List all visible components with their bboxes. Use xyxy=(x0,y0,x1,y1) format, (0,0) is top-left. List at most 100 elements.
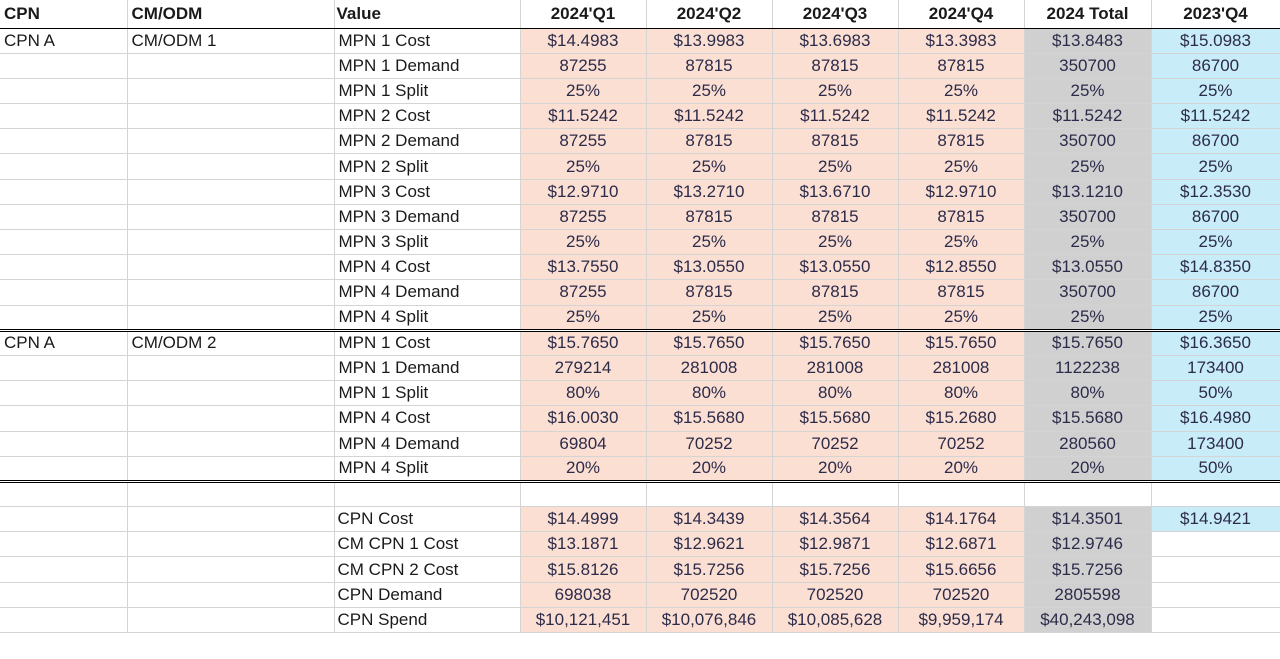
value-label-cell[interactable]: MPN 4 Demand xyxy=(334,431,521,457)
quarter-cell[interactable]: 87815 xyxy=(898,53,1025,79)
quarter-cell[interactable]: 70252 xyxy=(898,431,1025,457)
prev-quarter-cell[interactable]: 86700 xyxy=(1151,279,1280,306)
value-label-cell[interactable]: MPN 3 Demand xyxy=(334,204,521,231)
quarter-cell[interactable]: 80% xyxy=(772,380,899,407)
quarter-cell[interactable]: 70252 xyxy=(646,431,773,457)
quarter-cell[interactable]: 87255 xyxy=(520,279,647,306)
empty-cell[interactable] xyxy=(0,481,128,508)
quarter-cell[interactable]: $15.6656 xyxy=(898,556,1025,583)
prev-quarter-cell[interactable]: 25% xyxy=(1151,229,1280,256)
total-cell[interactable]: 350700 xyxy=(1024,279,1152,306)
empty-cell[interactable] xyxy=(127,582,335,608)
cmodm-cell[interactable] xyxy=(127,254,335,281)
empty-cell[interactable] xyxy=(0,506,128,533)
prev-quarter-cell[interactable]: 50% xyxy=(1151,456,1280,483)
summary-label-cell[interactable]: CM CPN 2 Cost xyxy=(334,556,521,583)
value-label-cell[interactable]: MPN 1 Demand xyxy=(334,53,521,79)
column-header-7[interactable]: 2024 Total xyxy=(1024,0,1152,29)
quarter-cell[interactable]: 25% xyxy=(520,78,647,105)
column-header-2[interactable]: Value xyxy=(334,0,521,29)
column-header-5[interactable]: 2024'Q3 xyxy=(772,0,899,29)
quarter-cell[interactable]: $15.8126 xyxy=(520,556,647,583)
quarter-cell[interactable]: $15.7256 xyxy=(646,556,773,583)
cpn-cell[interactable] xyxy=(0,53,128,79)
cpn-cell[interactable] xyxy=(0,431,128,457)
quarter-cell[interactable]: $13.1871 xyxy=(520,531,647,558)
column-header-4[interactable]: 2024'Q2 xyxy=(646,0,773,29)
column-header-0[interactable]: CPN xyxy=(0,0,128,29)
cmodm-cell[interactable] xyxy=(127,204,335,231)
quarter-cell[interactable]: 25% xyxy=(520,305,647,332)
cpn-cell[interactable] xyxy=(0,279,128,306)
quarter-cell[interactable]: $13.9983 xyxy=(646,28,773,54)
quarter-cell[interactable]: 25% xyxy=(646,78,773,105)
empty-cell[interactable] xyxy=(127,607,335,634)
column-header-6[interactable]: 2024'Q4 xyxy=(898,0,1025,29)
cpn-cell[interactable]: CPN A xyxy=(0,28,128,54)
value-label-cell[interactable]: MPN 4 Cost xyxy=(334,405,521,432)
quarter-cell[interactable]: $15.5680 xyxy=(646,405,773,432)
quarter-cell[interactable]: 281008 xyxy=(898,355,1025,382)
cmodm-cell[interactable] xyxy=(127,103,335,130)
empty-cell[interactable] xyxy=(127,481,335,508)
total-cell[interactable]: 25% xyxy=(1024,229,1152,256)
cpn-cell[interactable] xyxy=(0,103,128,130)
quarter-cell[interactable]: $12.8550 xyxy=(898,254,1025,281)
cpn-cell[interactable] xyxy=(0,405,128,432)
quarter-cell[interactable]: $12.9710 xyxy=(520,179,647,205)
value-label-cell[interactable]: MPN 3 Split xyxy=(334,229,521,256)
value-label-cell[interactable]: MPN 2 Cost xyxy=(334,103,521,130)
cmodm-cell[interactable] xyxy=(127,229,335,256)
total-cell[interactable]: $40,243,098 xyxy=(1024,607,1152,634)
cmodm-cell[interactable] xyxy=(127,355,335,382)
cpn-cell[interactable] xyxy=(0,179,128,205)
quarter-cell[interactable]: 20% xyxy=(898,456,1025,483)
cmodm-cell[interactable] xyxy=(127,405,335,432)
quarter-cell[interactable]: 20% xyxy=(772,456,899,483)
quarter-cell[interactable]: 80% xyxy=(520,380,647,407)
summary-label-cell[interactable]: CPN Demand xyxy=(334,582,521,608)
quarter-cell[interactable]: $16.0030 xyxy=(520,405,647,432)
summary-label-cell[interactable]: CPN Spend xyxy=(334,607,521,634)
quarter-cell[interactable]: $15.7650 xyxy=(772,330,899,356)
quarter-cell[interactable]: 80% xyxy=(646,380,773,407)
column-header-1[interactable]: CM/ODM xyxy=(127,0,335,29)
quarter-cell[interactable]: $10,076,846 xyxy=(646,607,773,634)
quarter-cell[interactable]: 87815 xyxy=(772,128,899,155)
quarter-cell[interactable]: $11.5242 xyxy=(646,103,773,130)
total-cell[interactable]: 350700 xyxy=(1024,204,1152,231)
cpn-cell[interactable] xyxy=(0,254,128,281)
prev-quarter-cell[interactable]: 86700 xyxy=(1151,128,1280,155)
quarter-cell[interactable]: 25% xyxy=(898,229,1025,256)
total-cell[interactable]: 1122238 xyxy=(1024,355,1152,382)
quarter-cell[interactable]: 87815 xyxy=(646,204,773,231)
prev-quarter-cell[interactable]: $16.3650 xyxy=(1151,330,1280,356)
quarter-cell[interactable]: 698038 xyxy=(520,582,647,608)
empty-cell[interactable] xyxy=(0,531,128,558)
quarter-cell[interactable]: $13.3983 xyxy=(898,28,1025,54)
total-cell[interactable]: 2805598 xyxy=(1024,582,1152,608)
quarter-cell[interactable]: 25% xyxy=(646,153,773,180)
cpn-cell[interactable] xyxy=(0,305,128,332)
cmodm-cell[interactable] xyxy=(127,431,335,457)
value-label-cell[interactable]: MPN 4 Split xyxy=(334,305,521,332)
cpn-cell[interactable]: CPN A xyxy=(0,330,128,356)
quarter-cell[interactable]: 87815 xyxy=(772,204,899,231)
prev-quarter-cell[interactable]: 25% xyxy=(1151,78,1280,105)
quarter-cell[interactable]: 87255 xyxy=(520,128,647,155)
quarter-cell[interactable]: 25% xyxy=(772,305,899,332)
prev-quarter-cell[interactable]: 50% xyxy=(1151,380,1280,407)
cpn-cell[interactable] xyxy=(0,153,128,180)
total-cell[interactable]: $14.3501 xyxy=(1024,506,1152,533)
prev-quarter-cell[interactable]: 86700 xyxy=(1151,53,1280,79)
empty-cell[interactable] xyxy=(520,481,647,508)
value-label-cell[interactable]: MPN 3 Cost xyxy=(334,179,521,205)
total-cell[interactable]: $13.8483 xyxy=(1024,28,1152,54)
column-header-3[interactable]: 2024'Q1 xyxy=(520,0,647,29)
quarter-cell[interactable]: 20% xyxy=(520,456,647,483)
prev-quarter-cell[interactable]: 25% xyxy=(1151,153,1280,180)
prev-quarter-cell[interactable]: $15.0983 xyxy=(1151,28,1280,54)
quarter-cell[interactable]: 279214 xyxy=(520,355,647,382)
value-label-cell[interactable]: MPN 1 Demand xyxy=(334,355,521,382)
empty-cell[interactable] xyxy=(1151,556,1280,583)
